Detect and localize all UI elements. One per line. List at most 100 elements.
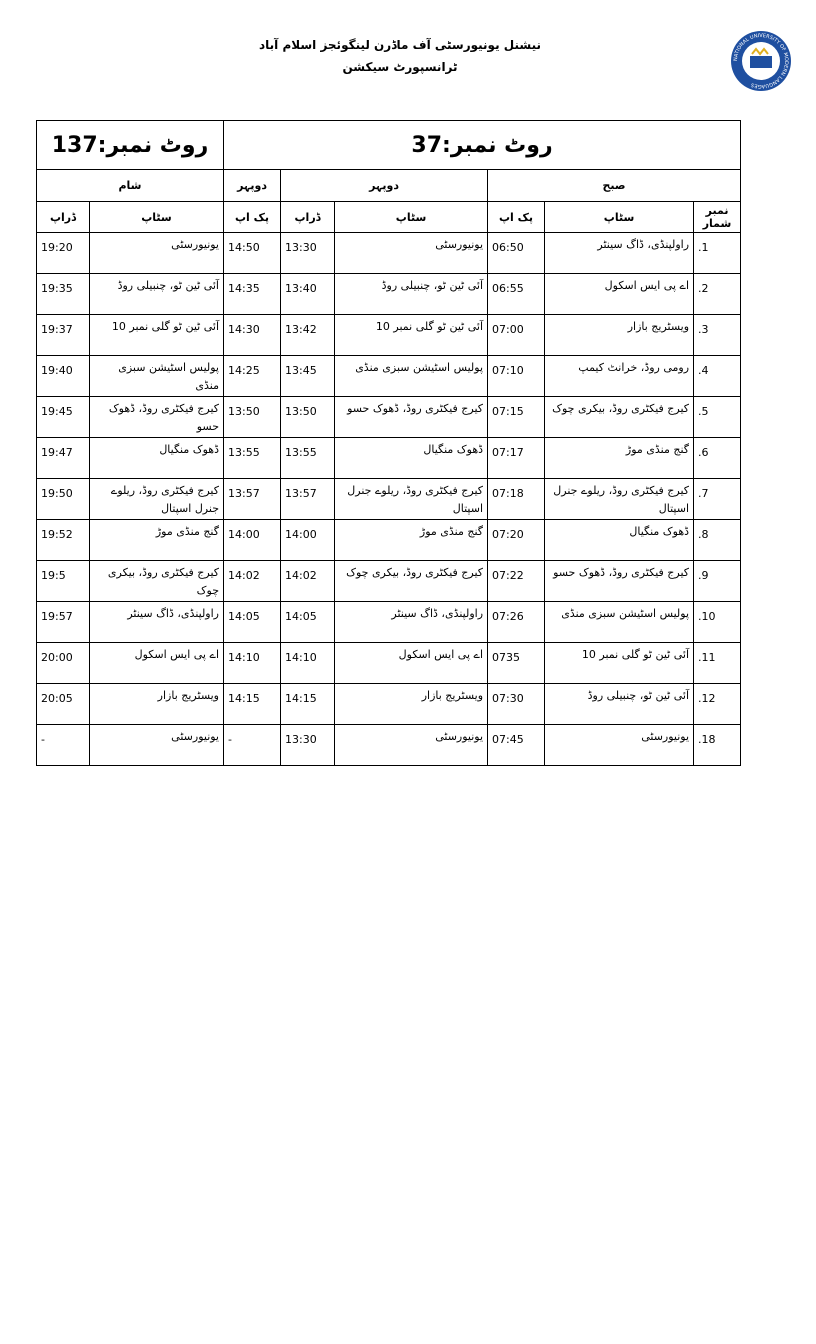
time-cell: .11 [693, 642, 742, 684]
time-cell: 14:30 [222, 314, 282, 356]
table-row: روٹ نمبر:37 روٹ نمبر:137 [36, 120, 742, 170]
table-row: .6 گنج منڈی موڑ 07:17 ڈھوک منگیال 13:55 13:55… [36, 437, 742, 479]
title: نیشنل یونیورسٹی آف ماڈرن لینگوئجز اسلام … [258, 38, 541, 52]
time-cell: 19:20 [36, 232, 90, 274]
time-cell: 07:15 [487, 396, 546, 438]
time-cell: 13:45 [280, 355, 336, 397]
subtitle: ٹرانسپورٹ سیکشن [342, 60, 458, 74]
table-row: صبح دوپہر دوپہر شام [36, 169, 742, 202]
time-cell: 14:05 [280, 601, 336, 643]
table-row: .5 کیرج فیکٹری روڈ، بیکری چوک 07:15 کیرج فی… [36, 396, 742, 438]
stop-cell: آئی ٹین ٹو گلی نمبر 10 [334, 314, 489, 356]
time-cell: 13:57 [222, 478, 282, 520]
time-cell: 19:50 [36, 478, 90, 520]
stop-cell: کیرج فیکٹری روڈ، ڈھوک حسو [89, 396, 224, 438]
table-row: .2 اے پی ایس اسکول 06:55 آئی ٹین ٹو، چنبیلی… [36, 273, 742, 315]
stop-cell: ڈھوک منگیال [544, 519, 695, 561]
time-cell: 14:10 [222, 642, 282, 684]
table-row: .11 آئی ٹین ٹو گلی نمبر 10 0735 اے پی ایس ا… [36, 642, 742, 684]
stop-cell: اے پی ایس اسکول [89, 642, 224, 684]
time-cell: 07:00 [487, 314, 546, 356]
stop-cell: اے پی ایس اسکول [544, 273, 695, 315]
stop-cell: آئی ٹین ٹو، چنبیلی روڈ [544, 683, 695, 725]
time-cell: 07:30 [487, 683, 546, 725]
time-cell: 19:52 [36, 519, 90, 561]
route-title: روٹ نمبر:137 [36, 120, 224, 170]
stop-cell: ڈھوک منگیال [334, 437, 489, 479]
time-cell: .7 [693, 478, 742, 520]
table-row: .7 کیرج فیکٹری روڈ، ریلوے جنرل اسپتال 07:1… [36, 478, 742, 520]
time-cell: 19:45 [36, 396, 90, 438]
time-cell: 0735 [487, 642, 546, 684]
stop-cell: ویسٹریج بازار [89, 683, 224, 725]
stop-cell: یونیورسٹی [334, 232, 489, 274]
time-cell: .3 [693, 314, 742, 356]
table-row: .3 ویسٹریج بازار 07:00 آئی ٹین ٹو گلی نمبر … [36, 314, 742, 356]
time-cell: 14:02 [280, 560, 336, 602]
time-cell: 07:26 [487, 601, 546, 643]
time-cell: 13:42 [280, 314, 336, 356]
section-header: دوپہر [222, 169, 282, 202]
time-cell: 13:50 [280, 396, 336, 438]
table-row: .18 یونیورسٹی 07:45 یونیورسٹی 13:30- یونیورسٹ… [36, 724, 742, 766]
time-cell: 14:02 [222, 560, 282, 602]
time-cell: .9 [693, 560, 742, 602]
stop-cell: پولیس اسٹیشن سبزی منڈی [544, 601, 695, 643]
stop-cell: پولیس اسٹیشن سبزی منڈی [89, 355, 224, 397]
time-cell: 19:5 [36, 560, 90, 602]
time-cell: 14:50 [222, 232, 282, 274]
stop-cell: راولپنڈی، ڈاگ سینٹر [89, 601, 224, 643]
time-cell: 13:30 [280, 232, 336, 274]
time-cell: .12 [693, 683, 742, 725]
time-cell: 07:10 [487, 355, 546, 397]
time-cell: - [222, 724, 282, 766]
time-cell: 07:45 [487, 724, 546, 766]
time-cell: 07:18 [487, 478, 546, 520]
time-cell: 19:37 [36, 314, 90, 356]
time-cell: .18 [693, 724, 742, 766]
time-cell: .8 [693, 519, 742, 561]
stop-cell: یونیورسٹی [89, 724, 224, 766]
stop-cell: اے پی ایس اسکول [334, 642, 489, 684]
stop-cell: راولپنڈی، ڈاگ سینٹر [334, 601, 489, 643]
time-cell: 13:40 [280, 273, 336, 315]
time-cell: .5 [693, 396, 742, 438]
table-row: نمبر شمار سٹاپ پک اپ سٹاپ ڈراپ پک اپ سٹاپ ڈراپ [36, 201, 742, 233]
time-cell: 13:57 [280, 478, 336, 520]
stop-cell: کیرج فیکٹری روڈ، بیکری چوک [89, 560, 224, 602]
time-cell: 14:35 [222, 273, 282, 315]
stop-cell: آئی ٹین ٹو، چنبیلی روڈ [334, 273, 489, 315]
time-cell: 14:15 [280, 683, 336, 725]
time-cell: 14:10 [280, 642, 336, 684]
stop-cell: کیرج فیکٹری روڈ، ریلوے جنرل اسپتال [89, 478, 224, 520]
table-row: .8 ڈھوک منگیال 07:20 گنج منڈی موڑ 14:00 14:00… [36, 519, 742, 561]
column-header: پک اپ [222, 201, 282, 233]
stop-cell: ویسٹریج بازار [334, 683, 489, 725]
table-row: .10 پولیس اسٹیشن سبزی منڈی 07:26 راولپنڈی، … [36, 601, 742, 643]
time-cell: 13:30 [280, 724, 336, 766]
stop-cell: رومی روڈ، خرانٹ کیمپ [544, 355, 695, 397]
time-cell: 20:05 [36, 683, 90, 725]
stop-cell: کیرج فیکٹری روڈ، ریلوے جنرل اسپتال [334, 478, 489, 520]
stop-cell: کیرج فیکٹری روڈ، ریلوے جنرل اسپتال [544, 478, 695, 520]
header: نیشنل یونیورسٹی آف ماڈرن لینگوئجز اسلام … [250, 34, 550, 78]
time-cell: .10 [693, 601, 742, 643]
stop-cell: گنج منڈی موڑ [334, 519, 489, 561]
stop-cell: پولیس اسٹیشن سبزی منڈی [334, 355, 489, 397]
route-title: روٹ نمبر:37 [222, 120, 742, 170]
timetable: روٹ نمبر:37 روٹ نمبر:137 صبح دوپہر دوپہر شام ن… [36, 120, 742, 766]
time-cell: 13:50 [222, 396, 282, 438]
stop-cell: یونیورسٹی [334, 724, 489, 766]
time-cell: 06:55 [487, 273, 546, 315]
time-cell: 07:22 [487, 560, 546, 602]
stop-cell: ویسٹریج بازار [544, 314, 695, 356]
time-cell: .4 [693, 355, 742, 397]
time-cell: 13:55 [280, 437, 336, 479]
stop-cell: کیرج فیکٹری روڈ، بیکری چوک [544, 396, 695, 438]
stop-cell: یونیورسٹی [544, 724, 695, 766]
time-cell: 19:57 [36, 601, 90, 643]
section-header: دوپہر [280, 169, 489, 202]
time-cell: 14:00 [280, 519, 336, 561]
table-row: .12 آئی ٹین ٹو، چنبیلی روڈ 07:30 ویسٹریج با… [36, 683, 742, 725]
